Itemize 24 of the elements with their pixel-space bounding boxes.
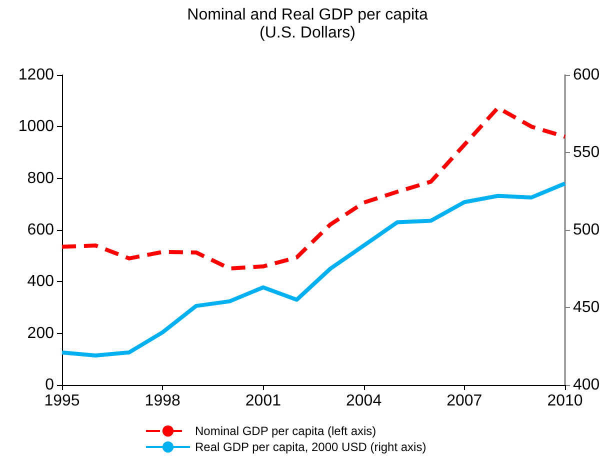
y-tick-label: 1200 bbox=[18, 66, 54, 84]
y-tick-label: 600 bbox=[27, 222, 54, 238]
y2-tick-label: 500 bbox=[573, 222, 600, 238]
y-tick-label: 800 bbox=[27, 170, 54, 187]
line-series bbox=[60, 106, 567, 270]
x-tick-label: 2007 bbox=[446, 392, 482, 410]
y-tick-label: 1000 bbox=[18, 118, 54, 136]
x-tick-label: 1995 bbox=[44, 392, 80, 410]
y2-tick-label: 400 bbox=[573, 376, 600, 394]
y-tick-label: 0 bbox=[45, 376, 54, 394]
legend-label: Real GDP per capita, 2000 USD (right axis) bbox=[195, 440, 426, 454]
x-tick-label: 2001 bbox=[245, 392, 282, 410]
legend-label: Nominal GDP per capita (left axis) bbox=[195, 424, 376, 438]
line-series bbox=[60, 182, 567, 358]
y2-tick-label: 550 bbox=[573, 144, 600, 161]
x-tick-label: 2010 bbox=[547, 392, 583, 410]
chart-subtitle: (U.S. Dollars) bbox=[259, 24, 356, 42]
y-tick-label: 200 bbox=[27, 324, 54, 342]
x-tick-label: 1998 bbox=[144, 392, 180, 410]
y-tick-label: 400 bbox=[27, 273, 54, 290]
x-tick-label: 2004 bbox=[346, 392, 382, 410]
y2-tick-label: 600 bbox=[573, 66, 600, 84]
chart-title: Nominal and Real GDP per capita bbox=[187, 6, 428, 24]
y2-tick-label: 450 bbox=[573, 299, 600, 316]
